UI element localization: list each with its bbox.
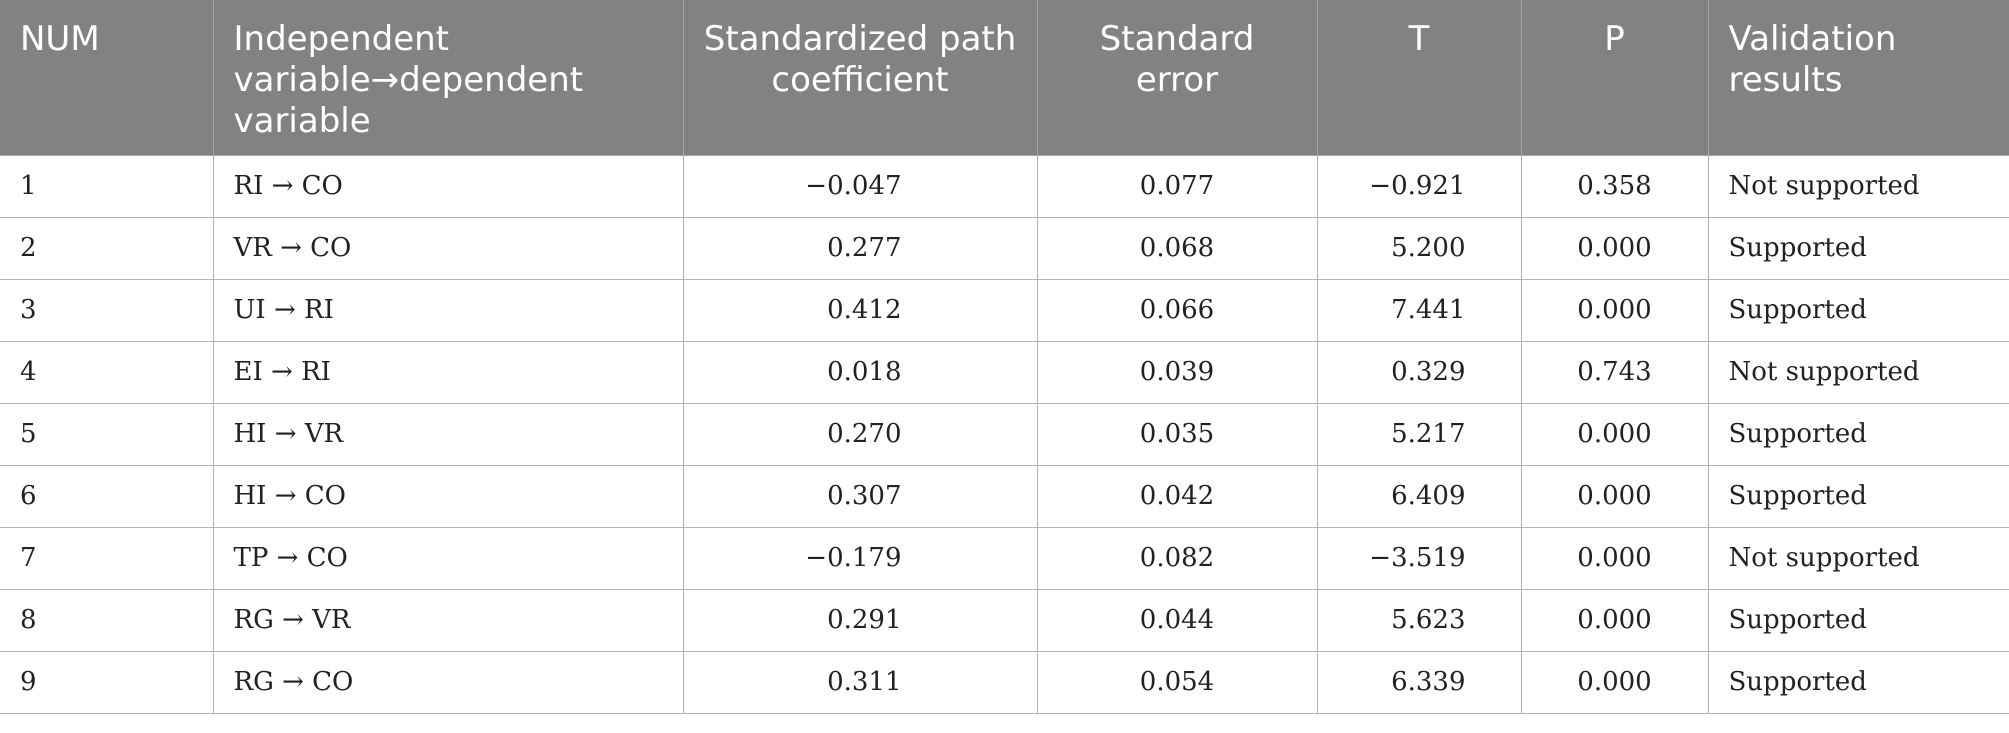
cell-standard-error: 0.042	[1036, 465, 1317, 528]
cell-validation-result: Not supported	[1707, 341, 2009, 404]
cell-coefficient: 0.291	[682, 589, 1037, 652]
cell-validation-result: Not supported	[1707, 527, 2009, 590]
header-row: NUM Independent variable→dependent varia…	[0, 0, 2009, 156]
table-row: 9 RG → CO 0.311 0.054 6.339 0.000 Supported	[0, 651, 2009, 714]
cell-num: 1	[0, 155, 213, 218]
cell-coefficient: 0.018	[682, 341, 1037, 404]
cell-t: 0.329	[1316, 341, 1521, 404]
cell-p: 0.000	[1520, 651, 1708, 714]
header-p: P	[1520, 0, 1708, 156]
header-num: NUM	[0, 0, 213, 156]
cell-num: 9	[0, 651, 213, 714]
cell-num: 4	[0, 341, 213, 404]
header-path: Independent variable→dependent variable	[212, 0, 683, 156]
cell-path: RI → CO	[212, 155, 683, 218]
cell-coefficient: 0.311	[682, 651, 1037, 714]
cell-num: 3	[0, 279, 213, 342]
table-row: 7 TP → CO −0.179 0.082 −3.519 0.000 Not suppor…	[0, 527, 2009, 590]
table-header: NUM Independent variable→dependent varia…	[0, 0, 2009, 156]
cell-path: HI → VR	[212, 403, 683, 466]
table-row: 2 VR → CO 0.277 0.068 5.200 0.000 Supported	[0, 217, 2009, 280]
cell-path: EI → RI	[212, 341, 683, 404]
cell-p: 0.743	[1520, 341, 1708, 404]
cell-p: 0.000	[1520, 589, 1708, 652]
cell-coefficient: −0.179	[682, 527, 1037, 590]
cell-num: 5	[0, 403, 213, 466]
cell-standard-error: 0.082	[1036, 527, 1317, 590]
cell-validation-result: Supported	[1707, 279, 2009, 342]
cell-coefficient: 0.307	[682, 465, 1037, 528]
cell-t: 5.217	[1316, 403, 1521, 466]
cell-path: TP → CO	[212, 527, 683, 590]
table-row: 3 UI → RI 0.412 0.066 7.441 0.000 Supported	[0, 279, 2009, 342]
cell-p: 0.000	[1520, 279, 1708, 342]
cell-standard-error: 0.066	[1036, 279, 1317, 342]
cell-coefficient: 0.270	[682, 403, 1037, 466]
table-row: 5 HI → VR 0.270 0.035 5.217 0.000 Supported	[0, 403, 2009, 466]
header-validation-results: Validation results	[1707, 0, 2009, 156]
table-row: 6 HI → CO 0.307 0.042 6.409 0.000 Supported	[0, 465, 2009, 528]
cell-num: 6	[0, 465, 213, 528]
header-standard-error: Standard error	[1036, 0, 1317, 156]
cell-p: 0.000	[1520, 527, 1708, 590]
table-row: 4 EI → RI 0.018 0.039 0.329 0.743 Not supporte…	[0, 341, 2009, 404]
table-row: 8 RG → VR 0.291 0.044 5.623 0.000 Supported	[0, 589, 2009, 652]
cell-standard-error: 0.077	[1036, 155, 1317, 218]
table-row: 1 RI → CO −0.047 0.077 −0.921 0.358 Not suppor…	[0, 155, 2009, 218]
cell-path: UI → RI	[212, 279, 683, 342]
cell-t: 5.623	[1316, 589, 1521, 652]
cell-p: 0.000	[1520, 403, 1708, 466]
cell-t: −0.921	[1316, 155, 1521, 218]
cell-path: VR → CO	[212, 217, 683, 280]
header-coefficient: Standardized path coefficient	[682, 0, 1037, 156]
cell-p: 0.000	[1520, 465, 1708, 528]
header-t: T	[1316, 0, 1521, 156]
cell-num: 8	[0, 589, 213, 652]
cell-standard-error: 0.068	[1036, 217, 1317, 280]
cell-standard-error: 0.039	[1036, 341, 1317, 404]
results-table: NUM Independent variable→dependent varia…	[0, 0, 2009, 714]
cell-validation-result: Supported	[1707, 589, 2009, 652]
cell-p: 0.358	[1520, 155, 1708, 218]
cell-path: HI → CO	[212, 465, 683, 528]
cell-validation-result: Supported	[1707, 217, 2009, 280]
cell-standard-error: 0.054	[1036, 651, 1317, 714]
cell-validation-result: Supported	[1707, 465, 2009, 528]
cell-standard-error: 0.044	[1036, 589, 1317, 652]
cell-t: 6.339	[1316, 651, 1521, 714]
cell-standard-error: 0.035	[1036, 403, 1317, 466]
cell-coefficient: 0.412	[682, 279, 1037, 342]
cell-num: 7	[0, 527, 213, 590]
cell-t: −3.519	[1316, 527, 1521, 590]
cell-num: 2	[0, 217, 213, 280]
table-body: 1 RI → CO −0.047 0.077 −0.921 0.358 Not suppor…	[0, 155, 2009, 714]
cell-p: 0.000	[1520, 217, 1708, 280]
cell-validation-result: Not supported	[1707, 155, 2009, 218]
cell-t: 5.200	[1316, 217, 1521, 280]
cell-path: RG → VR	[212, 589, 683, 652]
cell-coefficient: 0.277	[682, 217, 1037, 280]
cell-coefficient: −0.047	[682, 155, 1037, 218]
cell-t: 7.441	[1316, 279, 1521, 342]
cell-t: 6.409	[1316, 465, 1521, 528]
cell-path: RG → CO	[212, 651, 683, 714]
cell-validation-result: Supported	[1707, 403, 2009, 466]
cell-validation-result: Supported	[1707, 651, 2009, 714]
